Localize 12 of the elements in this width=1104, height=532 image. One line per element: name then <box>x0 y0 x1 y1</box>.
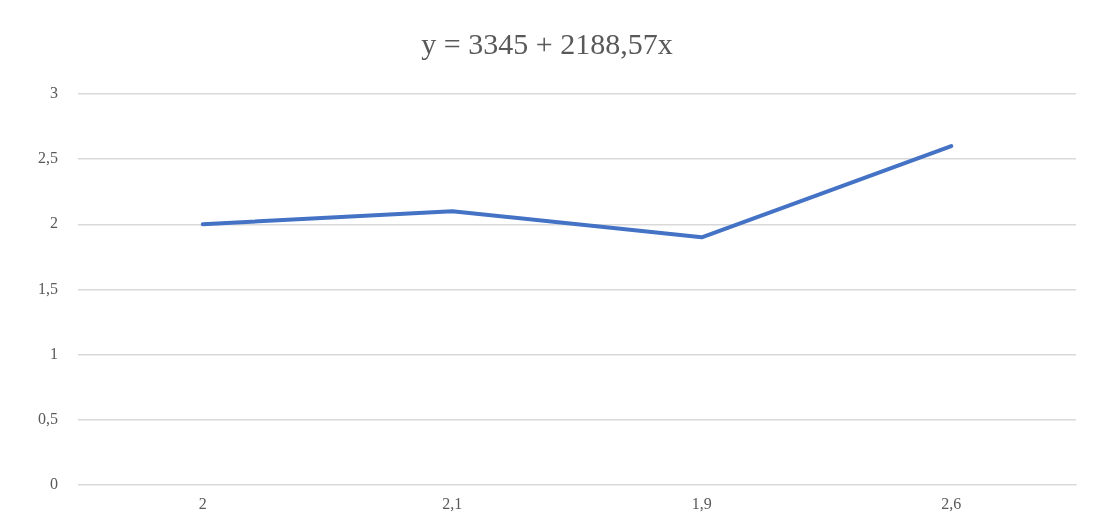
x-tick-label: 2 <box>198 494 207 512</box>
y-tick-label: 3 <box>50 84 58 102</box>
x-tick-label: 1,9 <box>691 494 712 512</box>
chart-title: y = 3345 + 2188,57x <box>421 26 673 60</box>
y-tick-label: 1,5 <box>38 279 58 297</box>
x-tick-label: 2,1 <box>442 494 463 512</box>
y-tick-label: 2,5 <box>38 149 58 167</box>
y-tick-label: 0 <box>50 475 58 492</box>
y-tick-label: 1 <box>50 344 58 362</box>
y-tick-label: 2 <box>50 214 58 232</box>
x-tick-label: 2,6 <box>941 494 962 512</box>
y-tick-label: 0,5 <box>38 409 58 427</box>
